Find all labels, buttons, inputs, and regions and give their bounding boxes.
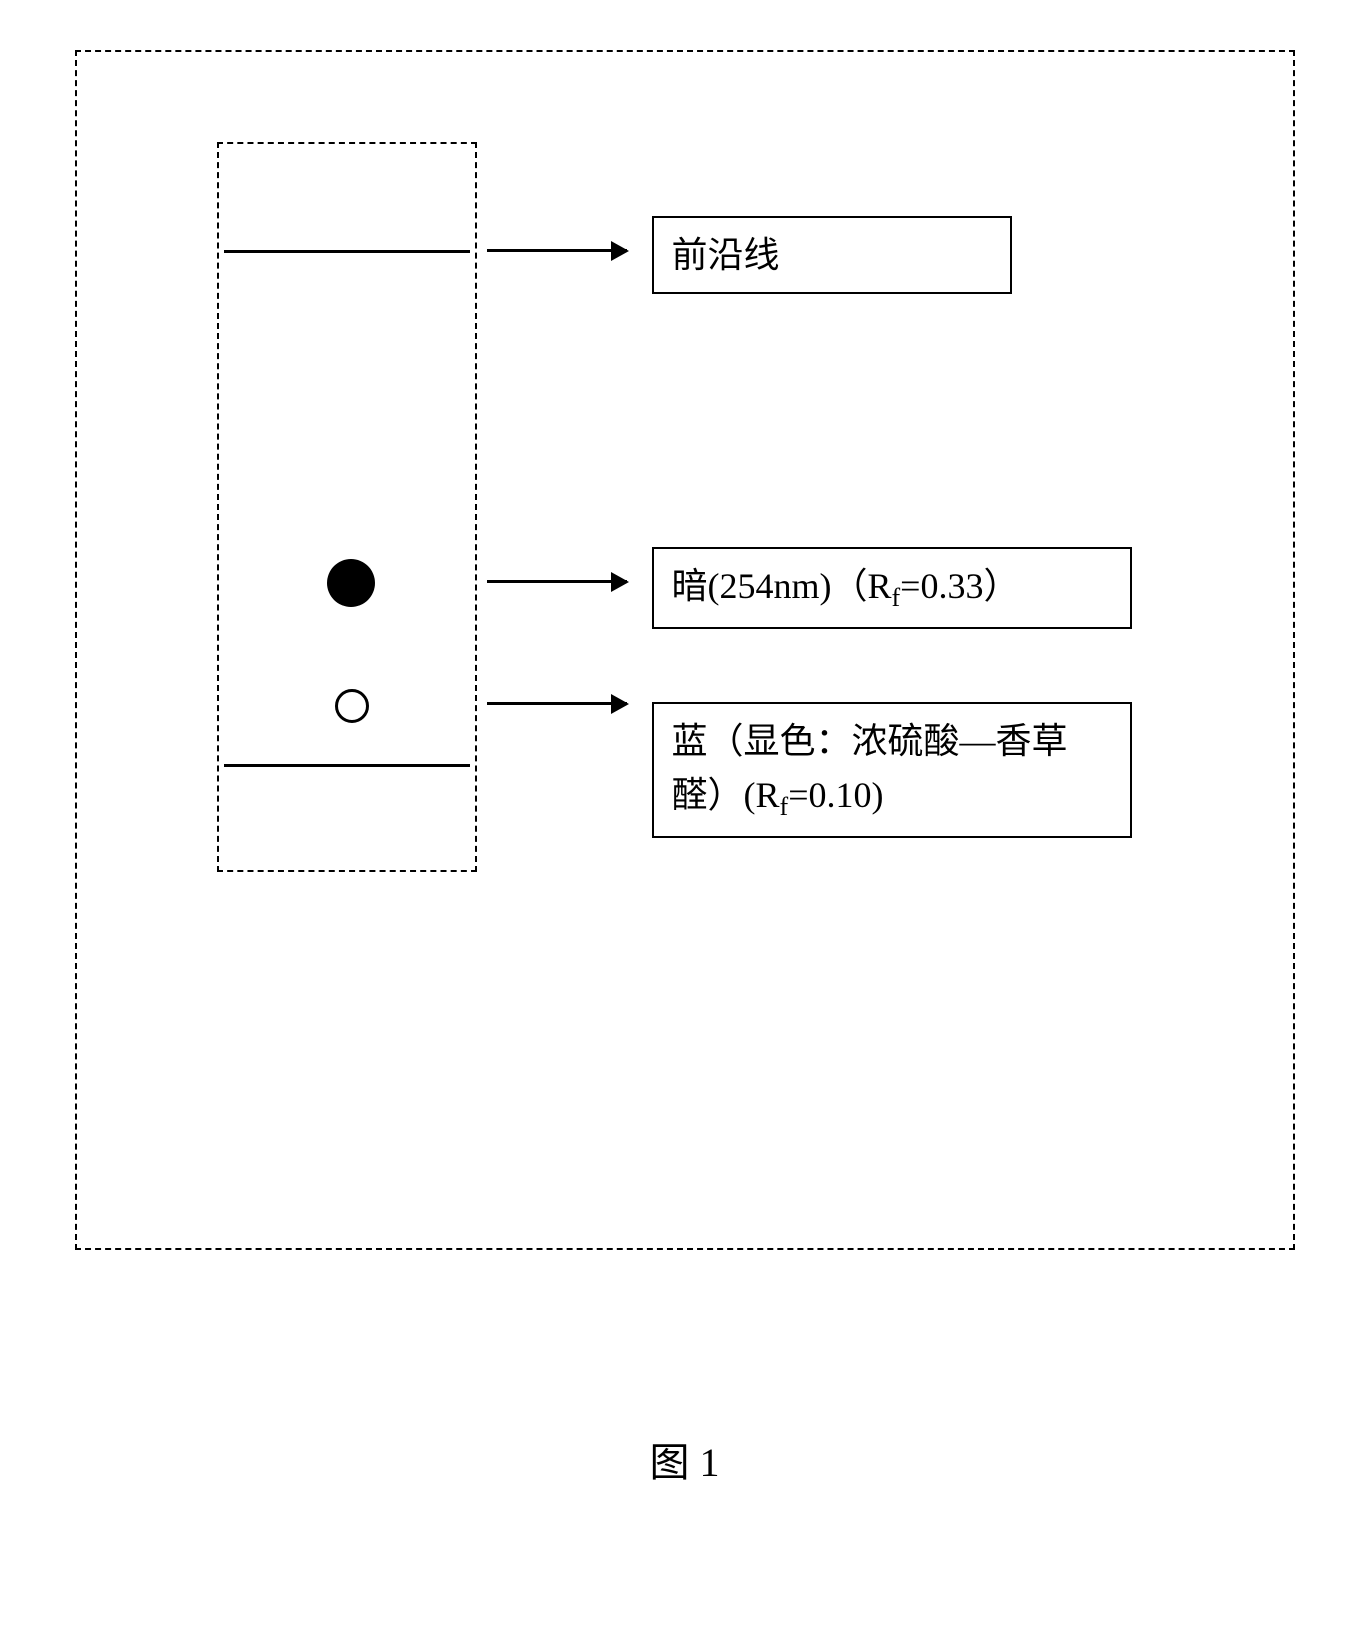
label-blue-spot-suffix: =0.10) — [788, 775, 883, 815]
solvent-front-line — [224, 250, 470, 253]
arrow-to-front-line — [487, 249, 627, 252]
figure-caption: 图 1 — [650, 1430, 720, 1488]
dark-spot — [327, 559, 375, 607]
open-spot — [335, 689, 369, 723]
arrow-to-dark-spot — [487, 580, 627, 583]
label-dark-spot-sub: f — [892, 583, 901, 612]
label-dark-spot: 暗(254nm)（Rf=0.33） — [652, 547, 1132, 629]
label-dark-spot-suffix: =0.33） — [900, 566, 1019, 606]
label-front-line: 前沿线 — [652, 216, 1012, 294]
arrow-to-blue-spot — [487, 702, 627, 705]
label-blue-spot-sub: f — [780, 792, 789, 821]
label-dark-spot-prefix: 暗(254nm)（R — [672, 566, 892, 606]
diagram-content: 前沿线 暗(254nm)（Rf=0.33） 蓝（显色：浓硫酸—香草醛）(Rf=0… — [177, 142, 1193, 1158]
tlc-plate — [217, 142, 477, 872]
baseline — [224, 764, 470, 767]
label-blue-spot: 蓝（显色：浓硫酸—香草醛）(Rf=0.10) — [652, 702, 1132, 838]
label-front-line-text: 前沿线 — [672, 235, 780, 275]
diagram-outer-frame: 前沿线 暗(254nm)（Rf=0.33） 蓝（显色：浓硫酸—香草醛）(Rf=0… — [75, 50, 1295, 1250]
